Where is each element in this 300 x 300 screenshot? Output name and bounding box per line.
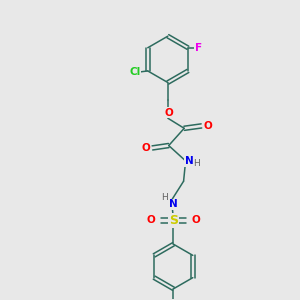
Text: H: H — [193, 159, 200, 168]
Text: Cl: Cl — [130, 68, 141, 77]
Text: O: O — [191, 215, 200, 225]
Text: H: H — [161, 194, 168, 202]
Text: N: N — [185, 156, 194, 166]
Text: O: O — [204, 121, 212, 131]
Text: S: S — [169, 214, 178, 227]
Text: N: N — [169, 200, 177, 209]
Text: O: O — [142, 143, 150, 153]
Text: O: O — [164, 108, 173, 118]
Text: O: O — [147, 215, 156, 225]
Text: F: F — [195, 43, 202, 53]
